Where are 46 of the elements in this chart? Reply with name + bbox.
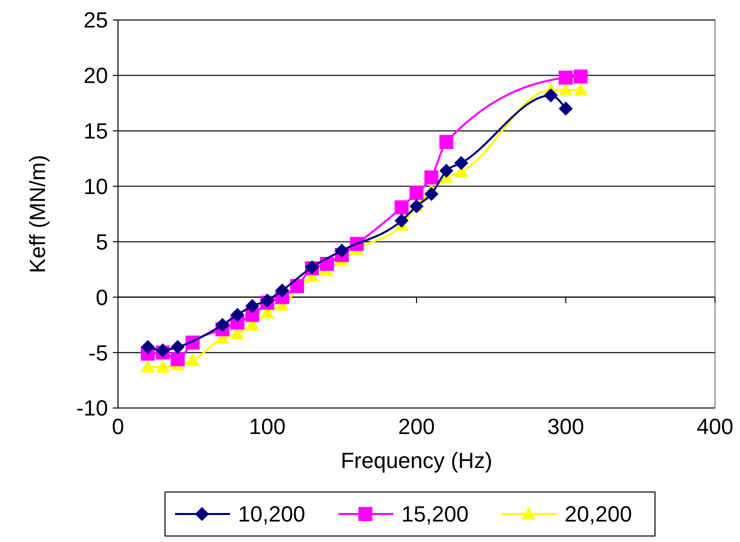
legend-label: 15,200 bbox=[401, 502, 469, 527]
y-tick-label: -10 bbox=[76, 396, 108, 421]
x-tick-label: 300 bbox=[547, 414, 584, 439]
x-tick-label: 400 bbox=[696, 414, 734, 439]
point bbox=[394, 214, 409, 228]
point bbox=[186, 353, 200, 366]
point bbox=[574, 82, 588, 96]
y-tick-label: 10 bbox=[84, 174, 108, 199]
point bbox=[558, 82, 573, 96]
y-tick-label: 20 bbox=[84, 63, 108, 88]
legend-label: 10,200 bbox=[238, 502, 306, 527]
point bbox=[215, 318, 230, 332]
point bbox=[410, 186, 424, 200]
point bbox=[170, 340, 185, 354]
point bbox=[574, 70, 588, 84]
x-tick-label: 200 bbox=[398, 414, 435, 439]
point bbox=[245, 299, 260, 314]
x-tick-label: 0 bbox=[112, 414, 124, 439]
point bbox=[140, 340, 155, 354]
point bbox=[170, 352, 185, 366]
point bbox=[334, 244, 349, 258]
y-tick-label: 15 bbox=[84, 118, 108, 144]
point bbox=[156, 343, 170, 358]
y-tick-label: 25 bbox=[84, 8, 108, 33]
legend-label: 20,200 bbox=[564, 502, 632, 527]
y-tick-label: 0 bbox=[96, 284, 108, 310]
point bbox=[156, 360, 170, 373]
point bbox=[558, 70, 573, 85]
point bbox=[230, 308, 244, 322]
point bbox=[558, 102, 573, 116]
point bbox=[394, 200, 409, 214]
point bbox=[424, 170, 438, 184]
y-tick-label: -5 bbox=[88, 340, 108, 366]
y-tick-label: 5 bbox=[96, 229, 108, 254]
x-tick-label: 100 bbox=[248, 414, 286, 439]
point bbox=[424, 187, 438, 202]
point bbox=[454, 156, 468, 170]
point bbox=[439, 134, 454, 149]
y-axis-title: Keff (MN/m) bbox=[25, 154, 50, 274]
point bbox=[260, 293, 274, 308]
point bbox=[275, 283, 290, 298]
point bbox=[140, 360, 155, 373]
point bbox=[290, 279, 304, 294]
point bbox=[439, 164, 454, 178]
x-axis-title: Frequency (Hz) bbox=[340, 448, 492, 473]
point bbox=[544, 88, 558, 102]
